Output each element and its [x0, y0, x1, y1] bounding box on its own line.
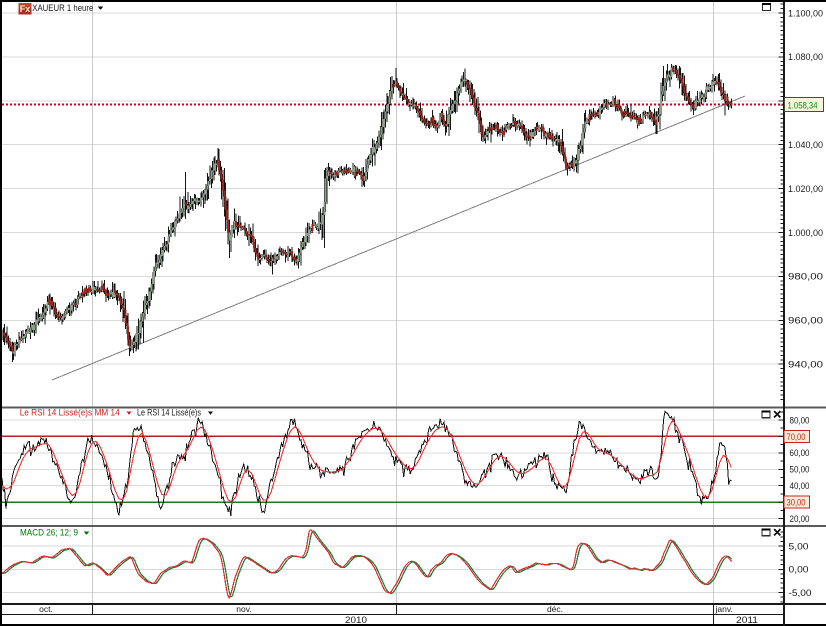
svg-text:1.080,00: 1.080,00: [788, 52, 823, 62]
svg-text:XAUEUR 1 heure: XAUEUR 1 heure: [32, 3, 93, 14]
svg-text:30,00: 30,00: [787, 498, 806, 508]
svg-text:MACD 26; 12; 9: MACD 26; 12; 9: [20, 528, 78, 538]
svg-text:940,00: 940,00: [788, 360, 823, 370]
svg-text:0,00: 0,00: [789, 565, 809, 575]
svg-text:40,00: 40,00: [790, 481, 810, 491]
svg-text:1.020,00: 1.020,00: [788, 184, 823, 194]
svg-text:1.040,00: 1.040,00: [788, 140, 823, 150]
svg-text:960,00: 960,00: [788, 316, 823, 326]
svg-text:20,00: 20,00: [790, 514, 810, 524]
svg-text:Fx: Fx: [20, 4, 31, 15]
svg-text:50,00: 50,00: [790, 465, 810, 475]
svg-text:oct.: oct.: [39, 604, 53, 614]
svg-text:nov.: nov.: [236, 604, 251, 614]
svg-text:déc.: déc.: [547, 604, 563, 614]
svg-text:80,00: 80,00: [790, 415, 810, 425]
svg-text:1.000,00: 1.000,00: [788, 228, 823, 238]
svg-text:Le RSI 14 Lissé(e)s: Le RSI 14 Lissé(e)s: [137, 407, 201, 417]
svg-text:2010: 2010: [345, 615, 367, 625]
svg-text:1.100,00: 1.100,00: [788, 8, 823, 18]
svg-text:1.058,34: 1.058,34: [788, 100, 818, 111]
svg-text:Le RSI 14 Lissé(e)s MM 14: Le RSI 14 Lissé(e)s MM 14: [20, 407, 120, 417]
svg-text:70,00: 70,00: [787, 432, 806, 442]
svg-text:janv.: janv.: [715, 604, 733, 614]
svg-text:60,00: 60,00: [790, 448, 810, 458]
svg-text:5,00: 5,00: [789, 541, 809, 551]
svg-text:2011: 2011: [736, 615, 758, 625]
svg-text:980,00: 980,00: [788, 272, 823, 282]
svg-text:-5,00: -5,00: [789, 588, 812, 598]
